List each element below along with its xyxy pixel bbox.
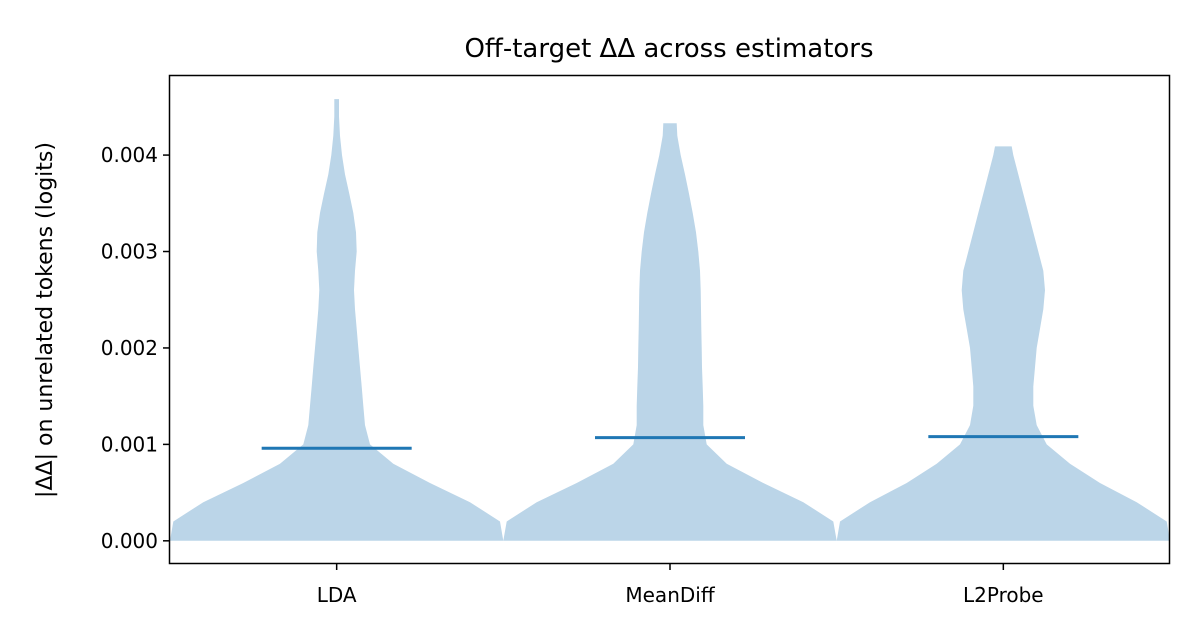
y-axis: 0.000 0.001 0.002 0.003 0.004: [101, 143, 170, 553]
violin-l2probe: [836, 146, 1170, 541]
violin-meandiff: [503, 123, 837, 541]
x-tick-label: L2Probe: [963, 583, 1044, 607]
violins-layer: [170, 99, 1170, 541]
y-tick-label: 0.000: [101, 529, 158, 553]
violin-lda: [170, 99, 504, 541]
chart-title: Off-target ΔΔ across estimators: [464, 34, 873, 64]
y-tick-label: 0.001: [101, 432, 158, 456]
y-tick-label: 0.002: [101, 336, 158, 360]
x-tick-label: LDA: [317, 583, 357, 607]
x-tick-label: MeanDiff: [625, 583, 715, 607]
medians-layer: [261, 435, 1079, 450]
y-tick-label: 0.004: [101, 143, 158, 167]
x-axis: LDA MeanDiff L2Probe: [317, 563, 1044, 607]
y-axis-label: |ΔΔ| on unrelated tokens (logits): [33, 142, 58, 498]
y-tick-label: 0.003: [101, 240, 158, 264]
